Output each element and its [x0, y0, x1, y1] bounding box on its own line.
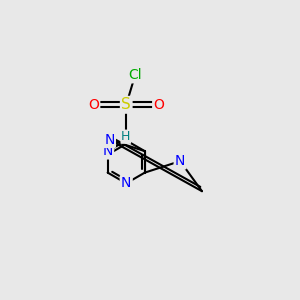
Text: Cl: Cl — [128, 68, 142, 82]
Text: S: S — [121, 97, 131, 112]
Text: O: O — [154, 98, 164, 112]
Text: O: O — [88, 98, 99, 112]
Text: H: H — [121, 130, 130, 143]
Text: N: N — [175, 154, 185, 168]
Text: N: N — [121, 176, 131, 190]
Text: N: N — [103, 144, 113, 158]
Text: N: N — [104, 133, 115, 147]
